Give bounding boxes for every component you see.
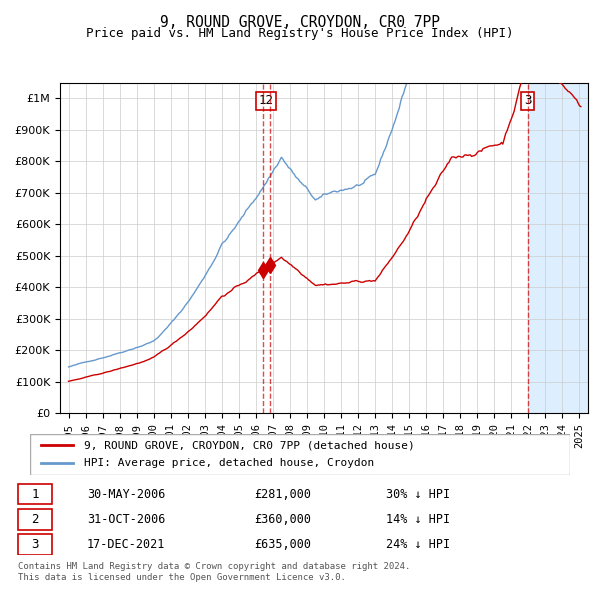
Text: 2: 2 — [31, 513, 39, 526]
Text: £360,000: £360,000 — [254, 513, 311, 526]
Text: £635,000: £635,000 — [254, 537, 311, 551]
FancyBboxPatch shape — [18, 509, 52, 530]
Bar — [528, 83, 588, 413]
Text: This data is licensed under the Open Government Licence v3.0.: This data is licensed under the Open Gov… — [18, 573, 346, 582]
Text: 9, ROUND GROVE, CROYDON, CR0 7PP: 9, ROUND GROVE, CROYDON, CR0 7PP — [160, 15, 440, 30]
Text: 30% ↓ HPI: 30% ↓ HPI — [386, 487, 451, 501]
Text: 12: 12 — [259, 94, 274, 107]
Text: 1: 1 — [31, 487, 39, 501]
Text: 30-MAY-2006: 30-MAY-2006 — [87, 487, 165, 501]
Text: 3: 3 — [524, 94, 532, 107]
Text: 17-DEC-2021: 17-DEC-2021 — [87, 537, 165, 551]
Text: 9, ROUND GROVE, CROYDON, CR0 7PP (detached house): 9, ROUND GROVE, CROYDON, CR0 7PP (detach… — [84, 440, 415, 450]
Text: Price paid vs. HM Land Registry's House Price Index (HPI): Price paid vs. HM Land Registry's House … — [86, 27, 514, 40]
FancyBboxPatch shape — [18, 484, 52, 504]
FancyBboxPatch shape — [30, 434, 570, 475]
Text: 24% ↓ HPI: 24% ↓ HPI — [386, 537, 451, 551]
Text: 14% ↓ HPI: 14% ↓ HPI — [386, 513, 451, 526]
Text: Contains HM Land Registry data © Crown copyright and database right 2024.: Contains HM Land Registry data © Crown c… — [18, 562, 410, 571]
Text: 3: 3 — [31, 537, 39, 551]
Text: 31-OCT-2006: 31-OCT-2006 — [87, 513, 165, 526]
Text: £281,000: £281,000 — [254, 487, 311, 501]
Text: HPI: Average price, detached house, Croydon: HPI: Average price, detached house, Croy… — [84, 458, 374, 468]
FancyBboxPatch shape — [18, 534, 52, 555]
